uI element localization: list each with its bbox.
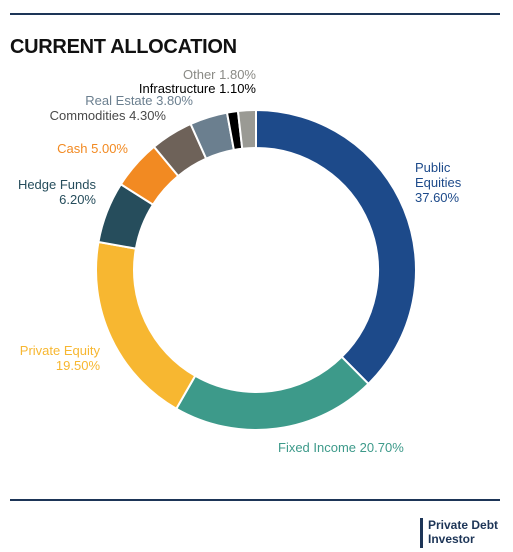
top-rule [10,13,500,15]
category-name: Private Equity [19,343,100,358]
category-name: Infrastructure [138,81,216,96]
category-name: Fixed Income [278,440,357,455]
slice [95,240,197,411]
value-label: 37.60% [415,190,460,205]
value-label: 6.20% [59,192,96,207]
value-label: 20.70% [359,440,404,455]
data-label: Cash 5.00% [10,141,128,156]
data-label: Other 1.80% [60,67,256,82]
slice [174,355,370,431]
logo: Private Debt Investor [428,518,499,546]
data-label: Real Estate 3.80% [40,93,193,108]
value-label: 3.80% [156,93,193,108]
data-label: Private Equity 19.50% [10,343,100,373]
value-label: 19.50% [55,358,100,373]
bottom-rule [10,499,500,501]
slice [236,108,257,150]
value-label: 1.10% [219,81,256,96]
value-label: 1.80% [219,67,256,82]
category-name: Other [182,67,216,82]
category-name: Public Equities [415,160,462,190]
data-label: Fixed Income 20.70% [278,440,428,455]
chart-title: CURRENT ALLOCATION [10,36,237,58]
slice [255,108,417,386]
category-name: Hedge Funds [17,177,96,192]
data-label: Commodities 4.30% [10,108,166,123]
category-name: Cash [57,141,88,156]
data-label: Infrastructure 1.10% [60,81,256,96]
category-name: Commodities [49,108,126,123]
logo-bar [420,518,423,548]
category-name: Real Estate [85,93,153,108]
value-label: 5.00% [91,141,128,156]
data-label: Public Equities 37.60% [415,160,473,205]
value-label: 4.30% [129,108,166,123]
data-label: Hedge Funds 6.20% [10,177,96,207]
